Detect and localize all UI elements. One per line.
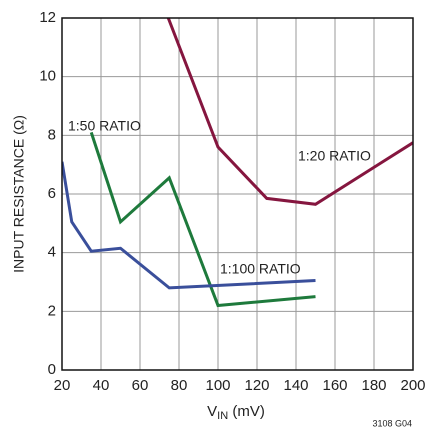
- y-tick-label: 0: [48, 361, 56, 378]
- y-axis-label: INPUT RESISTANCE (Ω): [11, 115, 27, 273]
- series-label: 1:20 RATIO: [298, 148, 371, 164]
- x-tick-label: 80: [171, 377, 188, 394]
- series-label: 1:100 RATIO: [220, 261, 301, 277]
- series-line: [89, 131, 316, 308]
- series-line: [166, 18, 413, 206]
- lines: [62, 18, 413, 308]
- series-label: 1:50 RATIO: [68, 118, 141, 134]
- x-tick-label: 180: [361, 377, 386, 394]
- y-tick-label: 10: [39, 68, 56, 85]
- y-tick-label: 8: [48, 126, 56, 143]
- x-tick-label: 20: [54, 377, 71, 394]
- y-tick-label: 4: [48, 244, 56, 261]
- plot-frame: [61, 17, 414, 371]
- grid: [61, 17, 414, 371]
- series-line: [62, 161, 316, 290]
- y-tick-label: 6: [48, 185, 56, 202]
- x-tick-label: 60: [132, 377, 149, 394]
- x-tick-label: 200: [400, 377, 425, 394]
- y-tick-label: 12: [39, 9, 56, 26]
- x-tick-label: 40: [93, 377, 110, 394]
- y-tick-label: 2: [48, 302, 56, 319]
- x-tick-label: 100: [205, 377, 230, 394]
- x-tick-label: 160: [322, 377, 347, 394]
- x-tick-label: 120: [244, 377, 269, 394]
- x-axis-label: VIN (mV): [207, 403, 265, 422]
- x-tick-label: 140: [283, 377, 308, 394]
- footnote: 3108 G04: [372, 418, 412, 428]
